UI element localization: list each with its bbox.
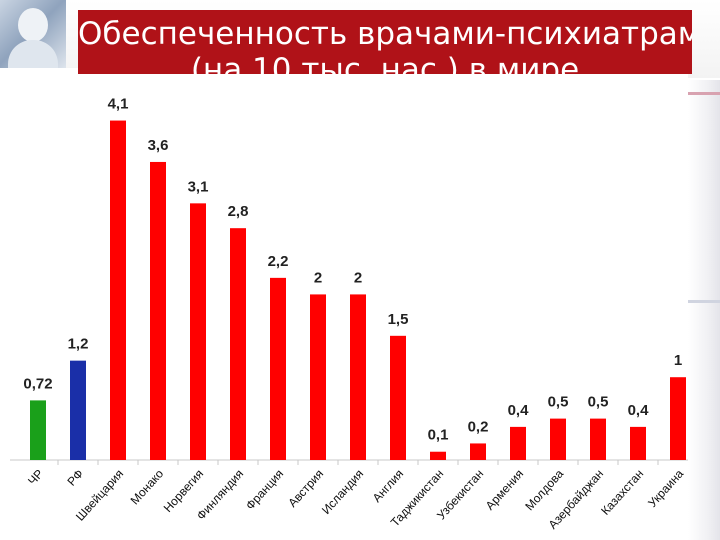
bar	[70, 360, 86, 460]
data-label: 2,8	[228, 203, 249, 220]
data-label: 2	[314, 269, 322, 286]
data-label: 0,4	[628, 402, 650, 419]
bar	[430, 451, 446, 460]
category-label: Армения	[483, 467, 526, 513]
photo-head-shape	[18, 8, 48, 42]
bar	[630, 426, 646, 460]
category-label: Англия	[370, 467, 406, 505]
bar	[190, 203, 206, 461]
bar	[30, 400, 46, 460]
data-label: 0,5	[548, 394, 569, 411]
chart-area: 0,72 ЧР 1,2 РФ 4,1 Швейцария 3,6 Монако 3,1 Норве…	[0, 68, 688, 540]
data-label: 1,2	[68, 336, 89, 353]
bar	[550, 418, 566, 460]
category-label: Австрия	[285, 467, 326, 510]
category-label: ЧР	[25, 467, 46, 488]
bar	[590, 418, 606, 460]
bar	[510, 426, 526, 460]
side-accent-line	[688, 92, 720, 95]
data-label: 4,1	[108, 96, 129, 113]
category-label: РФ	[64, 467, 86, 489]
data-label: 3,1	[188, 178, 209, 195]
chart-title-line-1: Обеспеченность врачами-психиатрами	[78, 16, 692, 52]
data-label: 1,5	[388, 311, 409, 328]
title-banner: Обеспеченность врачами-психиатрами (на 1…	[78, 10, 692, 74]
bar	[350, 294, 366, 460]
data-label: 0,5	[588, 394, 609, 411]
category-label: Франция	[243, 467, 286, 513]
data-label: 3,6	[148, 137, 169, 154]
category-label: Украина	[645, 466, 686, 510]
bar	[670, 377, 686, 460]
category-label: Исландия	[319, 467, 366, 517]
data-label: 0,2	[468, 418, 489, 435]
side-decoration	[688, 80, 720, 540]
data-label: 0,1	[428, 427, 449, 444]
category-label: Монако	[128, 466, 167, 507]
bar	[230, 228, 246, 460]
data-label: 0,72	[23, 375, 52, 392]
category-label: Казахстан	[598, 467, 646, 518]
bar	[270, 277, 286, 460]
chart-title-line-2: (на 10 тыс. нас.) в мире	[190, 52, 580, 74]
data-label: 0,4	[508, 402, 530, 419]
data-label: 2	[354, 269, 362, 286]
bar	[470, 443, 486, 460]
doctor-photo	[0, 0, 66, 76]
bar	[110, 120, 126, 460]
bar	[390, 335, 406, 460]
data-label: 2,2	[268, 253, 289, 270]
side-accent-line	[688, 300, 720, 303]
bar	[310, 294, 326, 460]
bar	[150, 161, 166, 460]
data-label: 1	[674, 352, 682, 369]
bar-chart: 0,72ЧР1,2РФ4,1Швейцария3,6Монако3,1Норве…	[10, 96, 688, 532]
